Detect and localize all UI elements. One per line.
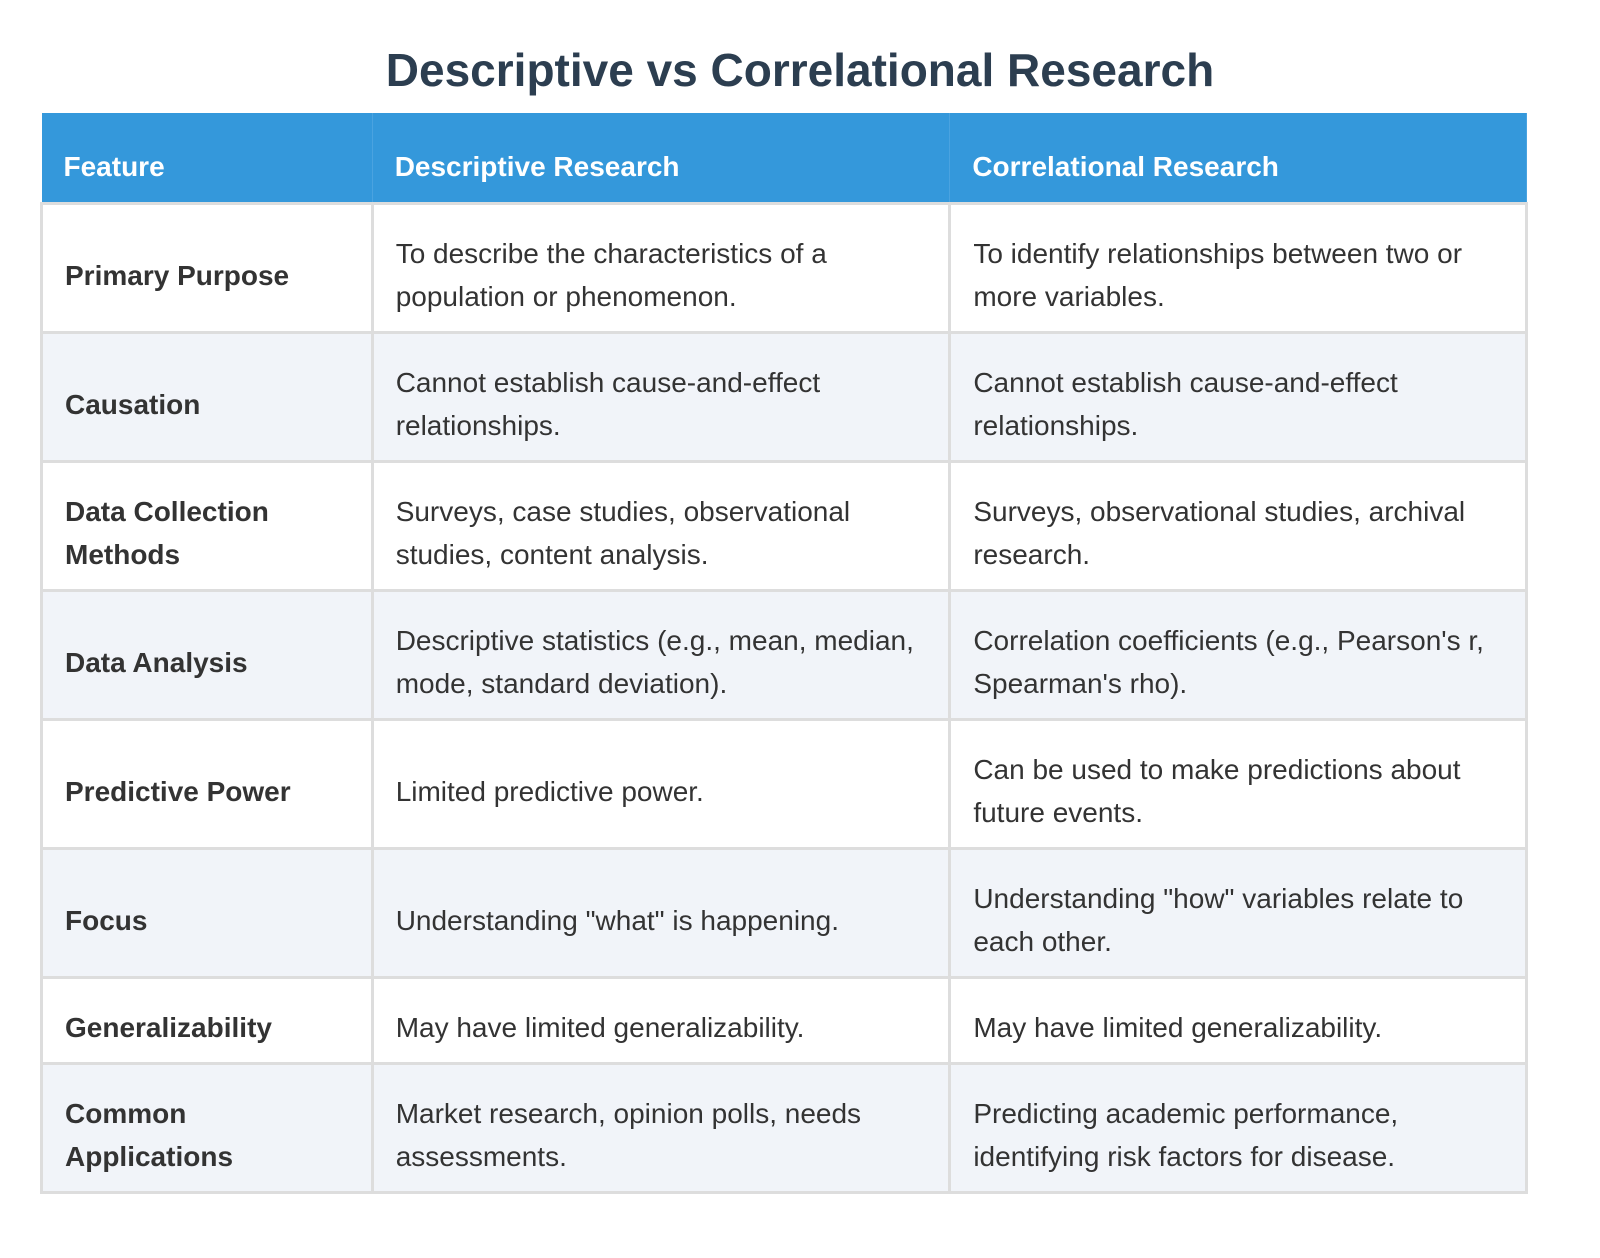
correlational-cell: Understanding "how" variables relate to … — [948, 847, 1528, 979]
correlational-cell: Can be used to make predictions about fu… — [948, 718, 1528, 850]
feature-cell: Focus — [40, 847, 374, 979]
correlational-cell: To identify relationships between two or… — [948, 202, 1528, 334]
table-row: Causation Cannot establish cause-and-effe… — [40, 331, 1528, 463]
table-row: Predictive Power Limited predictive power… — [40, 718, 1528, 850]
feature-cell: Primary Purpose — [40, 202, 374, 334]
comparison-table: Feature Descriptive Research Correlation… — [40, 113, 1528, 1194]
page-title: Descriptive vs Correlational Research — [385, 44, 1215, 96]
correlational-cell: Correlation coefficients (e.g., Pearson'… — [948, 589, 1528, 721]
header-row: Feature Descriptive Research Correlation… — [41, 113, 1527, 204]
correlational-cell: Predicting academic performance, identif… — [948, 1062, 1528, 1194]
table-row: Common Applications Market research, opin… — [40, 1062, 1528, 1194]
feature-cell: Data Collection Methods — [40, 460, 374, 592]
descriptive-cell: Market research, opinion polls, needs as… — [370, 1062, 952, 1194]
descriptive-cell: Limited predictive power. — [370, 718, 952, 850]
header-descriptive: Descriptive Research — [372, 113, 951, 204]
feature-cell: Predictive Power — [40, 718, 374, 850]
table-row: Generalizability May have limited general… — [40, 976, 1528, 1065]
correlational-cell: Surveys, observational studies, archival… — [948, 460, 1528, 592]
descriptive-cell: May have limited generalizability. — [370, 976, 952, 1065]
descriptive-cell: Understanding "what" is happening. — [370, 847, 952, 979]
table-row: Primary Purpose To describe the character… — [40, 202, 1528, 334]
feature-cell: Generalizability — [40, 976, 374, 1065]
header-correlational: Correlational Research — [949, 113, 1527, 204]
descriptive-cell: Descriptive statistics (e.g., mean, medi… — [370, 589, 952, 721]
feature-cell: Common Applications — [40, 1062, 374, 1194]
table-row: Focus Understanding "what" is happening. U… — [40, 847, 1528, 979]
descriptive-cell: Cannot establish cause-and-effect relati… — [370, 331, 952, 463]
correlational-cell: May have limited generalizability. — [948, 976, 1528, 1065]
header-feature: Feature — [41, 113, 373, 204]
table-row: Data Analysis Descriptive statistics (e.g… — [40, 589, 1528, 721]
descriptive-cell: To describe the characteristics of a pop… — [370, 202, 952, 334]
feature-cell: Data Analysis — [40, 589, 374, 721]
feature-cell: Causation — [40, 331, 374, 463]
descriptive-cell: Surveys, case studies, observational stu… — [370, 460, 952, 592]
table-row: Data Collection Methods Surveys, case stu… — [40, 460, 1528, 592]
correlational-cell: Cannot establish cause-and-effect relati… — [948, 331, 1528, 463]
